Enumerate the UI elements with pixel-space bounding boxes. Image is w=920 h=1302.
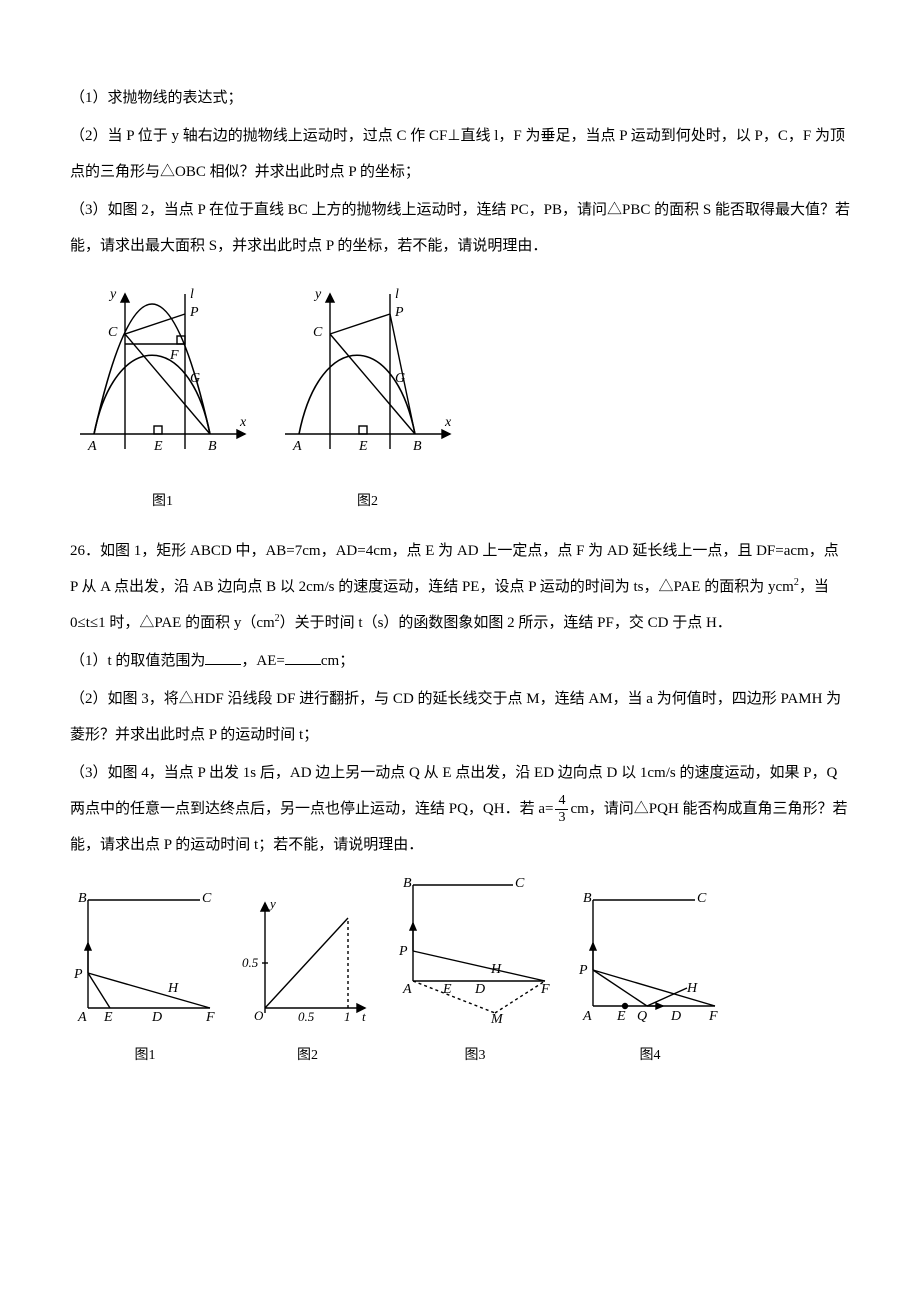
svg-text:E: E (103, 1010, 113, 1023)
q26-figures: B C P H A E D F 图1 (70, 873, 850, 1073)
svg-text:F: F (205, 1010, 215, 1023)
q26-fig4-caption: 图4 (575, 1039, 725, 1073)
q26-fig4-svg: B C P H A E Q D F (575, 888, 725, 1023)
q26-fig3-block: B C P H A E D F M 图3 (395, 873, 555, 1073)
q26-p1c: ）关于时间 t（s）的函数图象如图 2 所示，连结 PF，交 CD 于点 H． (280, 615, 732, 631)
q26-p1a: 如图 1，矩形 ABCD 中，AB=7cm，AD=4cm，点 E 为 AD 上一… (70, 543, 839, 595)
svg-text:F: F (708, 1009, 718, 1023)
svg-text:y: y (268, 896, 276, 911)
svg-text:G: G (190, 371, 200, 386)
svg-text:G: G (395, 371, 405, 386)
svg-text:P: P (578, 963, 588, 978)
q26-stem: 26．如图 1，矩形 ABCD 中，AB=7cm，AD=4cm，点 E 为 AD… (70, 533, 850, 641)
svg-text:C: C (515, 876, 525, 891)
q26-number: 26． (70, 543, 100, 559)
svg-text:Q: Q (637, 1009, 647, 1023)
svg-text:B: B (208, 439, 217, 454)
q25-figures: y l P C F G A E B x 图1 (70, 274, 850, 519)
svg-text:B: B (413, 439, 422, 454)
svg-text:P: P (398, 944, 408, 959)
q26-fig3-svg: B C P H A E D F M (395, 873, 555, 1023)
q26-part2: （2）如图 3，将△HDF 沿线段 DF 进行翻折，与 CD 的延长线交于点 M… (70, 681, 850, 753)
svg-text:0.5: 0.5 (298, 1009, 315, 1023)
svg-text:H: H (490, 962, 502, 977)
svg-text:0.5: 0.5 (242, 955, 259, 970)
q26-fig2-svg: y 0.5 O 0.5 1 t (240, 888, 375, 1023)
svg-text:F: F (540, 982, 550, 997)
q26-p2a: （1）t 的取值范围为 (70, 653, 205, 669)
svg-text:D: D (474, 982, 485, 997)
svg-text:O: O (254, 1008, 264, 1023)
q26-fig1-block: B C P H A E D F 图1 (70, 888, 220, 1073)
svg-text:P: P (394, 305, 404, 320)
svg-text:A: A (87, 439, 97, 454)
svg-text:A: A (77, 1010, 87, 1023)
svg-text:A: A (402, 982, 412, 997)
svg-text:E: E (616, 1009, 626, 1023)
svg-text:M: M (490, 1012, 504, 1023)
svg-text:l: l (395, 287, 399, 302)
q25-fig1-block: y l P C F G A E B x 图1 (70, 274, 255, 519)
q26-p2c: cm； (321, 653, 354, 669)
svg-text:H: H (167, 981, 179, 996)
q26-fig4-block: B C P H A E Q D F 图4 (575, 888, 725, 1073)
frac-den: 3 (555, 810, 568, 825)
q25-fig2-block: y l P C G A E B x 图2 (275, 274, 460, 519)
svg-text:1: 1 (344, 1009, 351, 1023)
svg-text:t: t (362, 1009, 366, 1023)
svg-text:C: C (313, 325, 323, 340)
q26-fig2-block: y 0.5 O 0.5 1 t 图2 (240, 888, 375, 1073)
q25-part3: （3）如图 2，当点 P 在位于直线 BC 上方的抛物线上运动时，连结 PC，P… (70, 192, 850, 264)
q26-part1: （1）t 的取值范围为 ，AE= cm； (70, 643, 850, 679)
svg-text:C: C (108, 325, 118, 340)
q25-fig1-svg: y l P C F G A E B x (70, 274, 255, 469)
svg-text:B: B (403, 876, 412, 891)
svg-text:P: P (73, 967, 83, 982)
svg-text:P: P (189, 305, 199, 320)
svg-text:H: H (686, 981, 698, 996)
q25-fig1-caption: 图1 (70, 485, 255, 519)
q26-fig1-caption: 图1 (70, 1039, 220, 1073)
q25-fig2-caption: 图2 (275, 485, 460, 519)
q26-part3: （3）如图 4，当点 P 出发 1s 后，AD 边上另一动点 Q 从 E 点出发… (70, 755, 850, 863)
q26-fig3-caption: 图3 (395, 1039, 555, 1073)
svg-text:B: B (583, 891, 592, 906)
svg-text:D: D (670, 1009, 681, 1023)
frac-num: 4 (555, 793, 568, 809)
blank-ae (285, 650, 321, 665)
blank-t-range (205, 650, 241, 665)
svg-text:A: A (582, 1009, 592, 1023)
q25-part1: （1）求抛物线的表达式； (70, 80, 850, 116)
svg-text:E: E (153, 439, 163, 454)
q26-fig2-caption: 图2 (240, 1039, 375, 1073)
svg-text:E: E (358, 439, 368, 454)
q25-part2: （2）当 P 位于 y 轴右边的抛物线上运动时，过点 C 作 CF⊥直线 l，F… (70, 118, 850, 190)
svg-text:y: y (108, 287, 117, 302)
svg-text:x: x (444, 415, 452, 430)
svg-text:l: l (190, 287, 194, 302)
svg-text:F: F (169, 348, 179, 363)
q25-fig2-svg: y l P C G A E B x (275, 274, 460, 469)
svg-text:y: y (313, 287, 322, 302)
fraction-4-3: 43 (555, 793, 568, 825)
svg-text:C: C (697, 891, 707, 906)
svg-text:C: C (202, 891, 212, 906)
svg-text:x: x (239, 415, 247, 430)
q26-p2b: ，AE= (241, 653, 284, 669)
svg-text:B: B (78, 891, 87, 906)
svg-text:D: D (151, 1010, 162, 1023)
q26-fig1-svg: B C P H A E D F (70, 888, 220, 1023)
svg-text:E: E (442, 982, 452, 997)
svg-text:A: A (292, 439, 302, 454)
